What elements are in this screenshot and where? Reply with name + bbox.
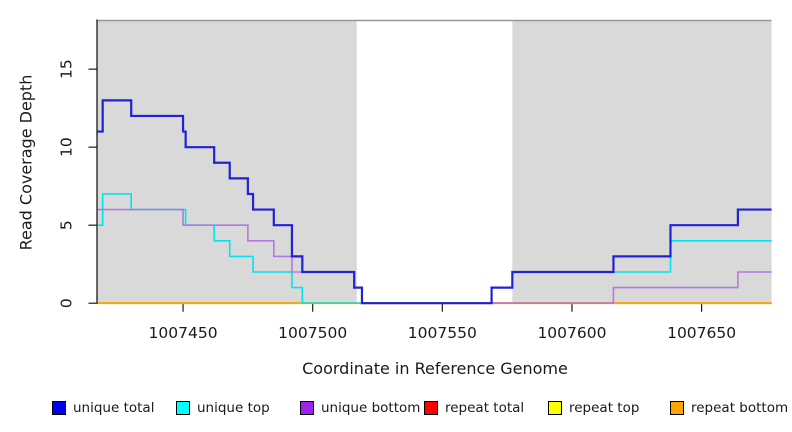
shaded-region [512, 20, 772, 304]
y-axis-title-wrap: Read Coverage Depth [6, 20, 46, 304]
x-tick-label: 1007450 [149, 324, 218, 342]
x-tick-label: 1007600 [537, 324, 606, 342]
y-tick-label: 15 [58, 59, 76, 79]
x-tick-label: 1007650 [667, 324, 736, 342]
y-tick-label: 10 [58, 137, 76, 157]
y-tick-label: 0 [58, 298, 76, 308]
shaded-region [97, 20, 357, 304]
x-tick-label: 1007500 [278, 324, 347, 342]
y-tick-label: 5 [58, 220, 76, 230]
x-axis-title: Coordinate in Reference Genome [302, 359, 568, 378]
y-axis-title: Read Coverage Depth [16, 74, 36, 250]
series-unique-total [97, 99, 772, 305]
x-tick-label: 1007550 [408, 324, 477, 342]
